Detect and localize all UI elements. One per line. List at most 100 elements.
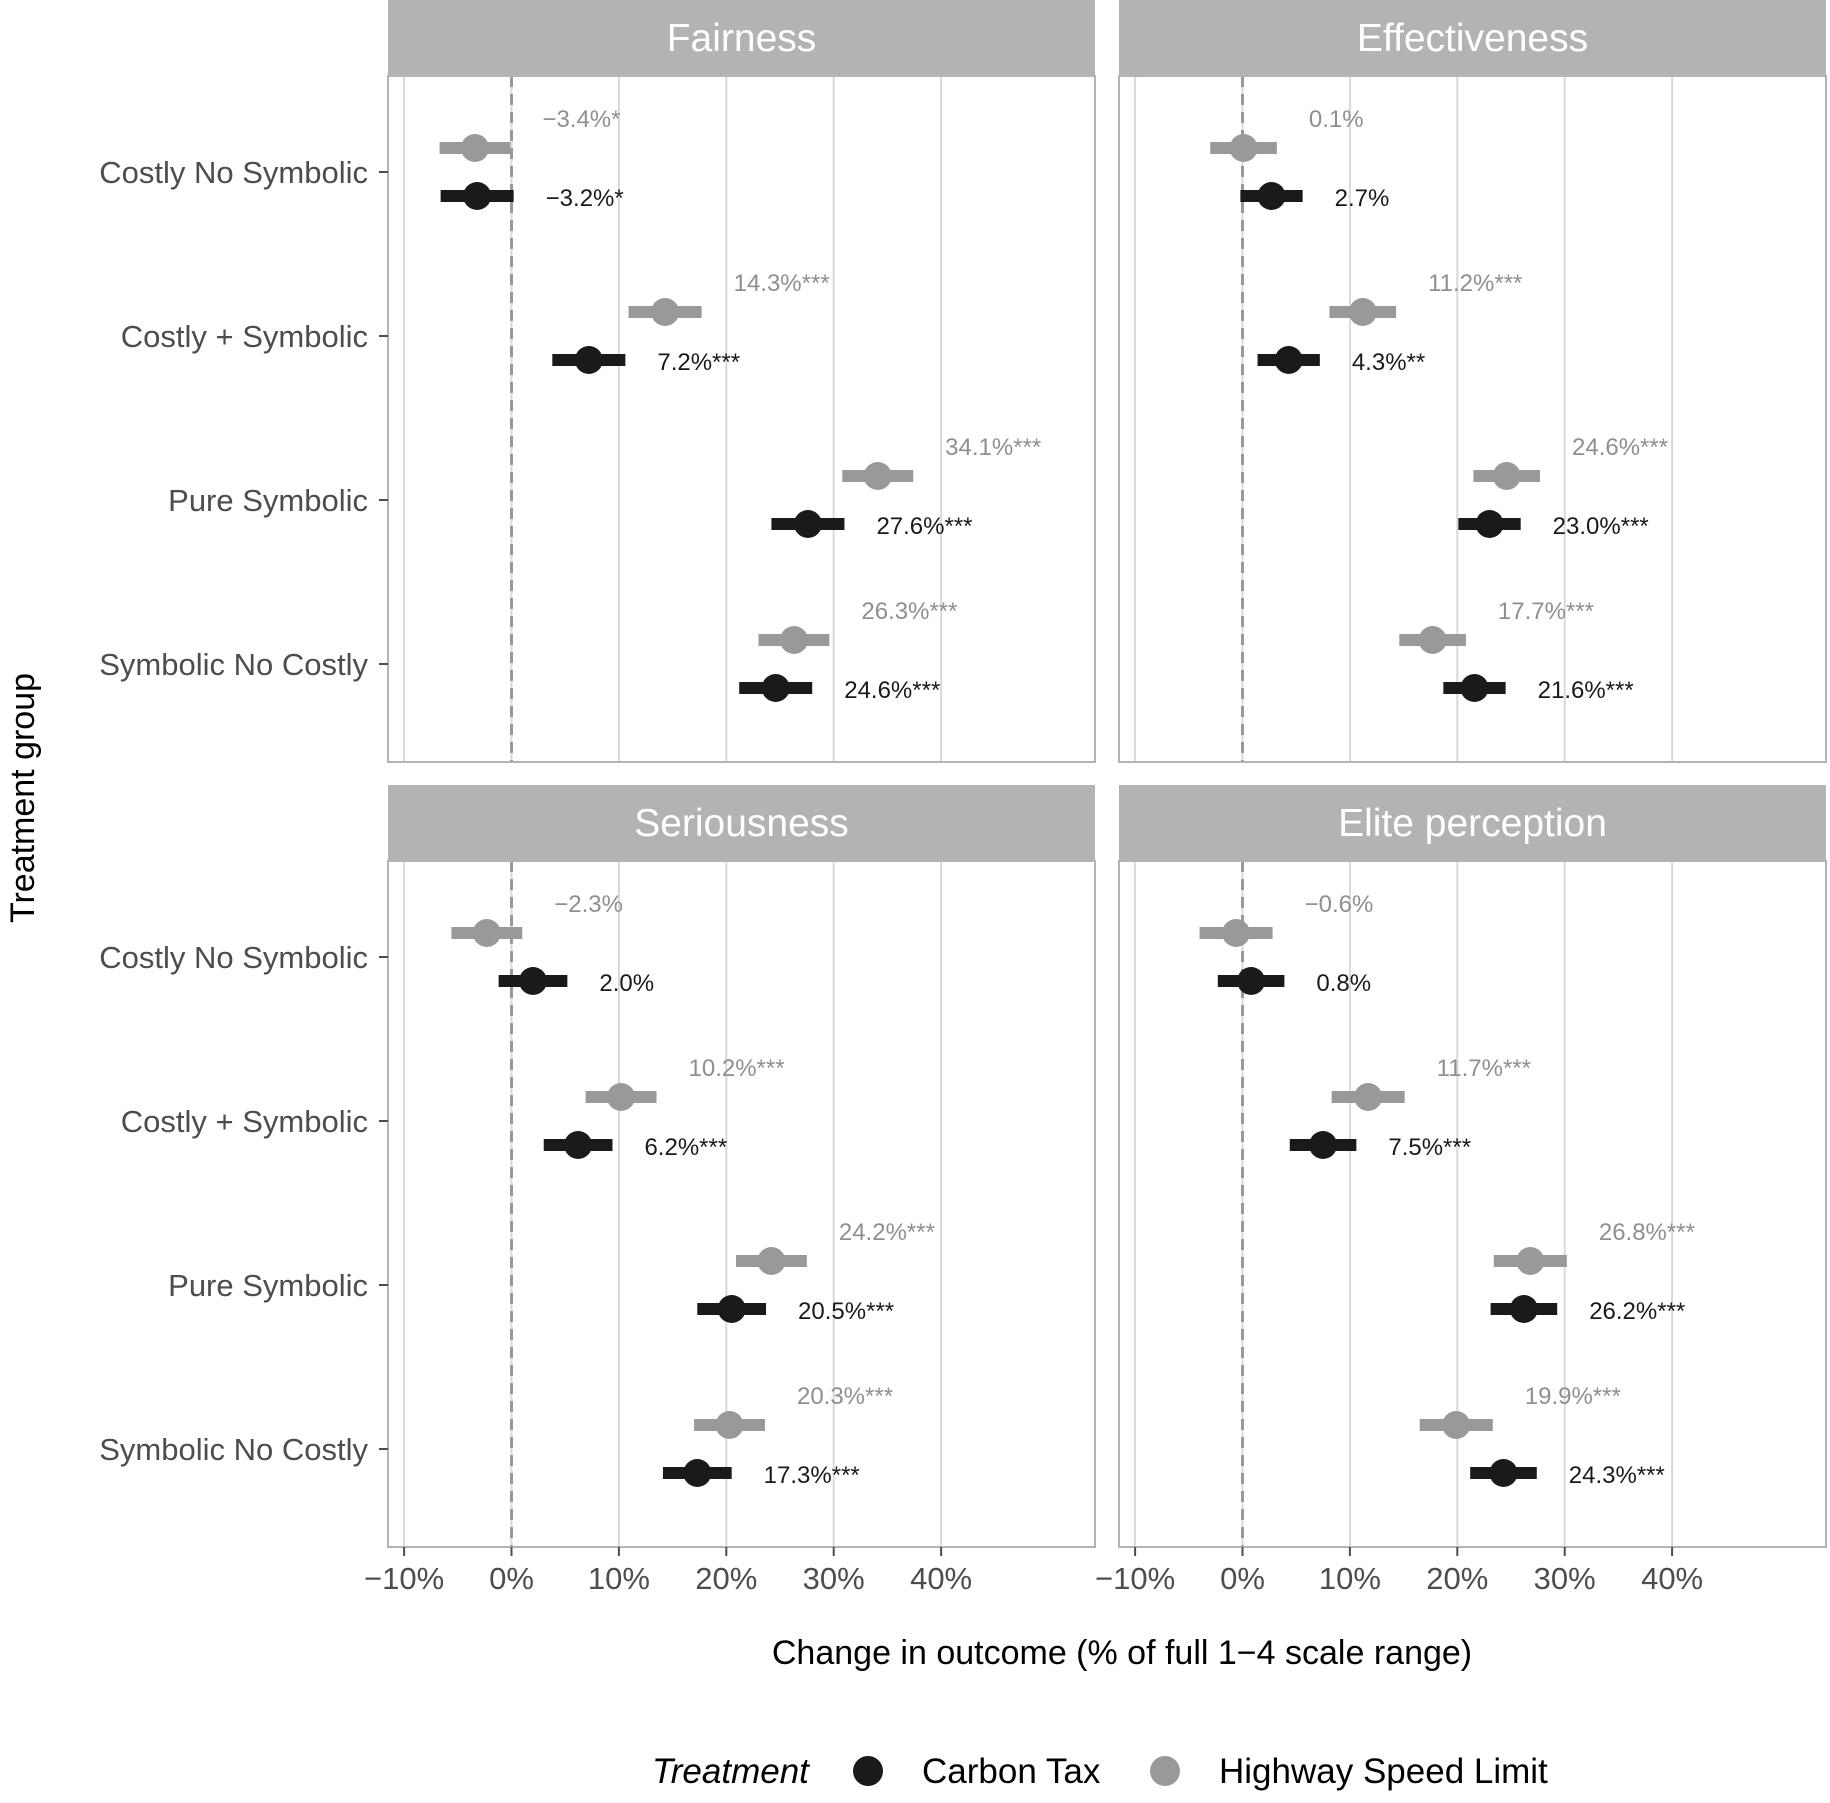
x-tick-label: −10% <box>364 1561 444 1596</box>
data-label: 7.5%*** <box>1388 1134 1471 1161</box>
data-label: 24.3%*** <box>1569 1462 1665 1489</box>
point-estimate <box>863 462 892 490</box>
data-label: 0.1% <box>1309 106 1364 133</box>
x-tick-label: 30% <box>1534 1561 1596 1596</box>
data-label: 21.6%*** <box>1538 677 1634 704</box>
data-label: 27.6%*** <box>876 513 972 540</box>
category-label: Pure Symbolic <box>168 1268 368 1303</box>
data-label: 34.1%*** <box>945 434 1041 461</box>
point-estimate <box>460 134 489 162</box>
x-tick-label: 40% <box>1641 1561 1703 1596</box>
category-label: Symbolic No Costly <box>99 1432 368 1467</box>
data-label: 6.2%*** <box>644 1134 727 1161</box>
data-label: −3.4%* <box>542 106 620 133</box>
data-label: 10.2%*** <box>689 1055 785 1082</box>
point-estimate <box>717 1295 746 1323</box>
data-label: 7.2%*** <box>657 349 740 376</box>
point-estimate <box>607 1083 636 1111</box>
data-label: 2.7% <box>1335 185 1390 212</box>
data-label: 4.3%** <box>1352 349 1425 376</box>
panel-title: Effectiveness <box>1357 17 1588 60</box>
panel-strip <box>388 0 1095 76</box>
panel-fairness: Fairness −3.4%* 14.3%*** 34.1%*** 26.3%*** −3… <box>99 0 1096 763</box>
point-estimate <box>757 1247 786 1275</box>
point-estimate <box>779 626 808 654</box>
point-estimate <box>793 510 822 538</box>
point-estimate <box>1460 674 1489 702</box>
panel-effectiveness: Effectiveness 0.1% 11.2%*** 24.6%*** 17.7%**… <box>1118 0 1827 763</box>
panel-border <box>387 860 1096 1548</box>
point-estimate <box>564 1131 593 1159</box>
category-label: Pure Symbolic <box>168 483 368 518</box>
point-estimate <box>1354 1083 1383 1111</box>
data-label: 24.6%*** <box>844 677 940 704</box>
panel-seriousness: Seriousness −2.3% 10.2%*** 24.2%*** 20.3%***… <box>99 785 1096 1596</box>
data-label: −3.2%* <box>546 185 624 212</box>
category-label: Costly No Symbolic <box>99 940 368 975</box>
point-estimate <box>761 674 790 702</box>
data-label: 17.3%*** <box>764 1462 860 1489</box>
point-estimate <box>683 1459 712 1487</box>
point-estimate <box>1348 298 1377 326</box>
data-label: −0.6% <box>1305 891 1374 918</box>
x-tick-label: 0% <box>489 1561 534 1596</box>
data-label: 24.6%*** <box>1572 434 1668 461</box>
x-tick-label: 10% <box>588 1561 650 1596</box>
x-tick-label: 10% <box>1319 1561 1381 1596</box>
panel-title: Seriousness <box>634 802 849 845</box>
data-label: 14.3%*** <box>734 270 830 297</box>
x-tick-label: 30% <box>803 1561 865 1596</box>
point-estimate <box>1442 1411 1471 1439</box>
point-estimate <box>472 919 501 947</box>
legend-carbon-tax-label: Carbon Tax <box>922 1752 1101 1791</box>
panel-strip <box>1119 0 1826 76</box>
panel-border <box>387 75 1096 763</box>
panel-strip <box>1119 785 1826 861</box>
point-estimate <box>1418 626 1447 654</box>
point-estimate <box>1516 1247 1545 1275</box>
point-estimate <box>1475 510 1504 538</box>
data-label: 17.7%*** <box>1498 598 1594 625</box>
point-estimate <box>1237 967 1266 995</box>
data-label: 26.8%*** <box>1599 1219 1695 1246</box>
panel-border <box>1118 860 1827 1548</box>
point-estimate <box>1229 134 1258 162</box>
category-label: Symbolic No Costly <box>99 647 368 682</box>
point-estimate <box>1257 182 1286 210</box>
point-estimate <box>1309 1131 1338 1159</box>
legend: Treatment Carbon Tax Highway Speed Limit <box>652 1752 1548 1791</box>
panel-strip <box>388 785 1095 861</box>
data-label: 0.8% <box>1316 970 1371 997</box>
data-label: 24.2%*** <box>839 1219 935 1246</box>
category-label: Costly No Symbolic <box>99 155 368 190</box>
x-tick-label: 20% <box>695 1561 757 1596</box>
point-estimate <box>651 298 680 326</box>
category-label: Costly + Symbolic <box>121 1104 368 1139</box>
x-tick-label: 20% <box>1426 1561 1488 1596</box>
panel-title: Elite perception <box>1338 802 1607 845</box>
data-label: −2.3% <box>554 891 623 918</box>
data-label: 26.3%*** <box>861 598 957 625</box>
point-estimate <box>1509 1295 1538 1323</box>
panel-title: Fairness <box>667 17 817 60</box>
category-label: Costly + Symbolic <box>121 319 368 354</box>
point-estimate <box>715 1411 744 1439</box>
point-estimate <box>574 346 603 374</box>
point-estimate <box>1489 1459 1518 1487</box>
x-tick-label: −10% <box>1095 1561 1175 1596</box>
point-estimate <box>1222 919 1251 947</box>
legend-title: Treatment <box>652 1752 810 1791</box>
data-label: 11.2%*** <box>1428 270 1522 297</box>
data-label: 26.2%*** <box>1589 1298 1685 1325</box>
point-estimate <box>1274 346 1303 374</box>
panels-layer: Fairness −3.4%* 14.3%*** 34.1%*** 26.3%*** −3… <box>99 0 1827 1596</box>
point-estimate <box>463 182 492 210</box>
x-tick-label: 0% <box>1220 1561 1265 1596</box>
point-estimate <box>518 967 547 995</box>
y-axis-title: Treatment group <box>4 673 42 923</box>
data-label: 2.0% <box>599 970 654 997</box>
x-axis-title: Change in outcome (% of full 1−4 scale r… <box>772 1634 1472 1672</box>
data-label: 11.7%*** <box>1437 1055 1531 1082</box>
